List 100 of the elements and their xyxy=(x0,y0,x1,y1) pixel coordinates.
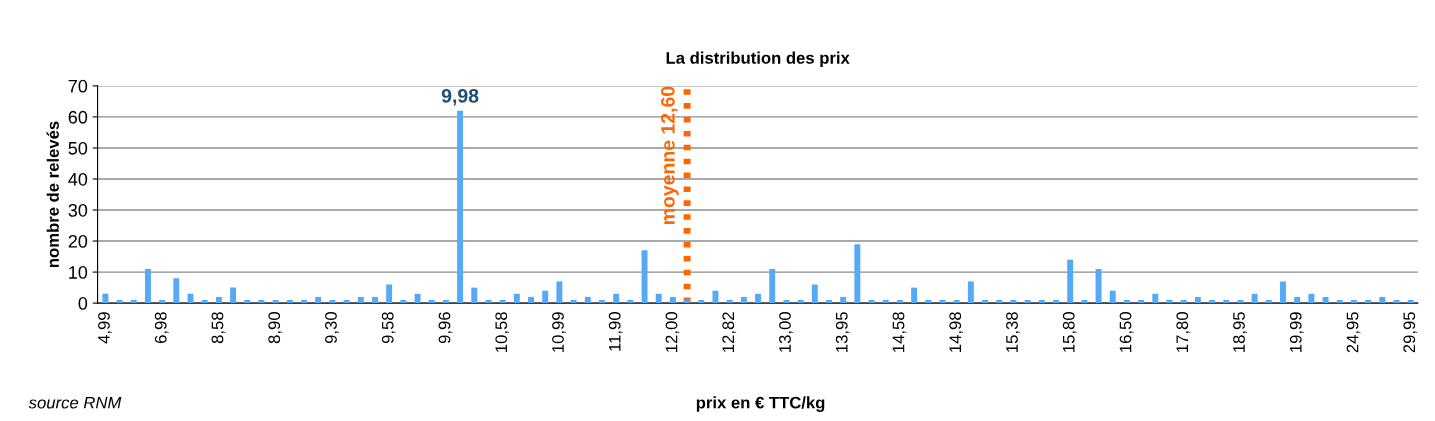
bar xyxy=(1407,300,1414,304)
x-tick-label: 29,95 xyxy=(1403,312,1418,353)
bar xyxy=(159,300,166,304)
x-tick-label: 24,95 xyxy=(1346,312,1361,353)
bar xyxy=(712,290,719,304)
annotation: moyenne 12,60 xyxy=(660,86,679,225)
bar xyxy=(1265,300,1272,304)
bar xyxy=(1237,300,1244,304)
y-tick-label: 40 xyxy=(68,172,88,186)
bar xyxy=(755,293,762,304)
bar xyxy=(1294,296,1301,304)
x-tick-label: 16,50 xyxy=(1119,312,1134,352)
bar xyxy=(1081,300,1088,304)
bar xyxy=(1010,300,1017,304)
bar xyxy=(655,293,662,304)
x-tick-label: 8,90 xyxy=(268,312,283,344)
bar xyxy=(783,300,790,304)
bar xyxy=(1053,300,1059,304)
bar xyxy=(1067,259,1074,304)
bar xyxy=(343,300,350,304)
bar xyxy=(428,300,435,304)
bar xyxy=(329,300,336,304)
bar xyxy=(911,287,918,304)
bar xyxy=(1308,293,1315,304)
bar xyxy=(698,300,705,304)
bar xyxy=(315,296,322,304)
bar xyxy=(882,300,889,304)
bar xyxy=(726,300,733,304)
y-tick-label: 30 xyxy=(68,203,88,217)
bar xyxy=(1123,300,1130,304)
bar xyxy=(1180,300,1187,304)
bar xyxy=(953,300,960,304)
bar xyxy=(967,281,974,304)
x-tick-label: 14,98 xyxy=(949,312,964,352)
bar xyxy=(386,284,393,304)
bar xyxy=(1379,296,1386,304)
x-tick-label: 12,00 xyxy=(665,312,680,352)
bar xyxy=(854,244,861,304)
y-tick-label: 10 xyxy=(69,266,88,279)
x-tick-label: 13,95 xyxy=(835,312,850,352)
bar xyxy=(144,268,151,304)
x-tick-label: 4,99 xyxy=(98,312,112,344)
x-tick-label: 15,38 xyxy=(1006,312,1020,352)
y-tick-label: 0 xyxy=(78,297,88,310)
bar xyxy=(357,296,364,304)
bar xyxy=(925,300,932,304)
bar xyxy=(996,300,1003,304)
bar xyxy=(102,293,109,304)
x-tick-label: 9,58 xyxy=(381,312,396,344)
x-tick-label: 8,58 xyxy=(211,312,226,344)
bar xyxy=(1109,290,1116,304)
bar xyxy=(301,300,307,304)
bar xyxy=(513,293,520,304)
bar xyxy=(613,293,620,304)
y-axis-title: nombre de relevés xyxy=(46,121,59,268)
bar xyxy=(1209,300,1216,304)
x-axis-title: prix en € TTC/kg xyxy=(696,396,825,412)
x-tick-label: 9,96 xyxy=(438,312,453,344)
bar xyxy=(1365,300,1372,304)
bar xyxy=(627,300,634,304)
bar xyxy=(570,300,577,304)
bar xyxy=(896,300,903,304)
x-tick-label: 19,99 xyxy=(1289,312,1304,352)
bar xyxy=(1223,300,1230,304)
bar xyxy=(1336,300,1343,304)
bar xyxy=(740,296,747,304)
bar xyxy=(286,300,293,304)
bar xyxy=(1152,293,1159,304)
bar xyxy=(811,284,818,304)
bar xyxy=(499,300,506,304)
x-tick-label: 17,80 xyxy=(1176,312,1191,352)
x-tick-label: 13,00 xyxy=(779,312,793,352)
chart-title: La distribution des prix xyxy=(666,51,850,68)
annotation: 9,98 xyxy=(441,88,479,106)
bar xyxy=(1322,296,1329,304)
bar xyxy=(840,296,847,304)
x-tick-label: 12,82 xyxy=(722,312,737,352)
x-tick-label: 6,98 xyxy=(154,312,169,344)
bar xyxy=(485,300,492,304)
x-tick-label: 15,80 xyxy=(1062,312,1077,352)
x-tick-label: 18,95 xyxy=(1233,312,1247,352)
bar xyxy=(1024,300,1031,304)
bar xyxy=(669,296,676,304)
bar xyxy=(641,250,648,304)
source-note: source RNM xyxy=(28,396,122,409)
bar xyxy=(457,110,464,304)
bar xyxy=(542,290,549,304)
y-tick-label: 50 xyxy=(68,141,88,155)
bar xyxy=(414,293,421,304)
bar xyxy=(797,300,804,304)
x-tick-label: 14,58 xyxy=(892,312,907,352)
bar xyxy=(826,300,832,304)
bar xyxy=(556,281,563,304)
bar xyxy=(1251,293,1258,304)
bar xyxy=(1350,300,1357,304)
y-tick-label: 20 xyxy=(68,234,88,248)
bar xyxy=(868,300,875,304)
bar xyxy=(1194,296,1201,304)
x-tick-label: 10,99 xyxy=(552,312,566,352)
bar xyxy=(116,300,123,304)
